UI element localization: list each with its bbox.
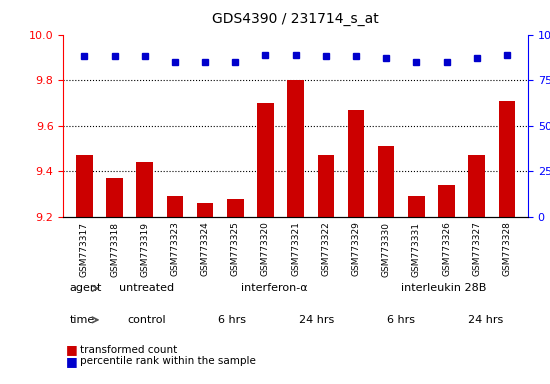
Text: GSM773330: GSM773330 bbox=[382, 222, 390, 276]
Bar bbox=[106, 178, 123, 217]
Text: ■: ■ bbox=[66, 343, 78, 356]
Text: 6 hrs: 6 hrs bbox=[218, 315, 245, 325]
Text: GSM773325: GSM773325 bbox=[231, 222, 240, 276]
Text: GSM773329: GSM773329 bbox=[351, 222, 360, 276]
Text: GSM773327: GSM773327 bbox=[472, 222, 481, 276]
Bar bbox=[76, 156, 92, 217]
Bar bbox=[136, 162, 153, 217]
Bar bbox=[227, 199, 244, 217]
Text: GSM773318: GSM773318 bbox=[110, 222, 119, 276]
Text: GSM773317: GSM773317 bbox=[80, 222, 89, 276]
Text: GSM773321: GSM773321 bbox=[291, 222, 300, 276]
Bar bbox=[378, 146, 394, 217]
Text: interferon-α: interferon-α bbox=[240, 283, 307, 293]
Text: agent: agent bbox=[69, 283, 102, 293]
Text: time: time bbox=[69, 315, 95, 325]
Bar bbox=[499, 101, 515, 217]
Bar bbox=[469, 156, 485, 217]
Text: GSM773326: GSM773326 bbox=[442, 222, 451, 276]
Text: ■: ■ bbox=[66, 355, 78, 368]
Bar bbox=[348, 110, 364, 217]
Bar bbox=[438, 185, 455, 217]
Text: GSM773324: GSM773324 bbox=[201, 222, 210, 276]
Text: interleukin 28B: interleukin 28B bbox=[400, 283, 486, 293]
Text: GDS4390 / 231714_s_at: GDS4390 / 231714_s_at bbox=[212, 12, 379, 25]
Text: GSM773331: GSM773331 bbox=[412, 222, 421, 276]
Bar bbox=[317, 156, 334, 217]
Text: untreated: untreated bbox=[119, 283, 174, 293]
Bar bbox=[257, 103, 274, 217]
Text: control: control bbox=[128, 315, 166, 325]
Bar bbox=[287, 80, 304, 217]
Text: GSM773328: GSM773328 bbox=[502, 222, 512, 276]
Text: 6 hrs: 6 hrs bbox=[387, 315, 415, 325]
Bar bbox=[197, 203, 213, 217]
Text: transformed count: transformed count bbox=[80, 345, 177, 355]
Bar bbox=[408, 197, 425, 217]
Text: 24 hrs: 24 hrs bbox=[468, 315, 503, 325]
Bar bbox=[167, 197, 183, 217]
Text: 24 hrs: 24 hrs bbox=[299, 315, 334, 325]
Text: GSM773322: GSM773322 bbox=[321, 222, 331, 276]
Text: percentile rank within the sample: percentile rank within the sample bbox=[80, 356, 256, 366]
Text: GSM773319: GSM773319 bbox=[140, 222, 149, 276]
Text: GSM773320: GSM773320 bbox=[261, 222, 270, 276]
Text: GSM773323: GSM773323 bbox=[170, 222, 179, 276]
